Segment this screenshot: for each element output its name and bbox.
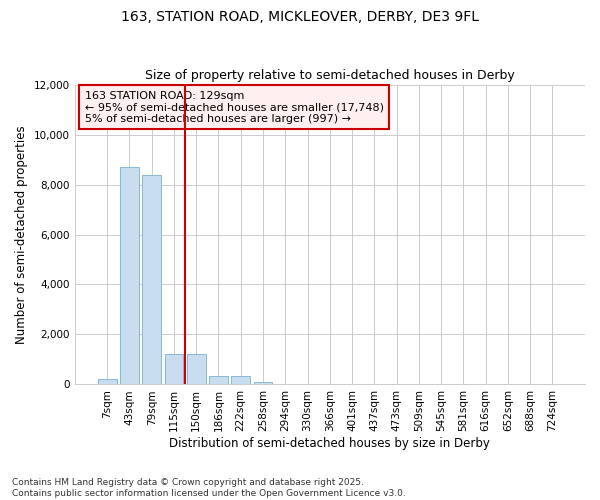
Text: 163, STATION ROAD, MICKLEOVER, DERBY, DE3 9FL: 163, STATION ROAD, MICKLEOVER, DERBY, DE…: [121, 10, 479, 24]
Bar: [142, 174, 161, 384]
Text: Contains HM Land Registry data © Crown copyright and database right 2025.
Contai: Contains HM Land Registry data © Crown c…: [12, 478, 406, 498]
Bar: [231, 376, 250, 384]
Bar: [98, 380, 116, 384]
X-axis label: Distribution of semi-detached houses by size in Derby: Distribution of semi-detached houses by …: [169, 437, 490, 450]
Bar: [120, 167, 139, 384]
Bar: [254, 382, 272, 384]
Y-axis label: Number of semi-detached properties: Number of semi-detached properties: [15, 125, 28, 344]
Bar: [187, 354, 206, 384]
Bar: [209, 376, 228, 384]
Text: 163 STATION ROAD: 129sqm
← 95% of semi-detached houses are smaller (17,748)
5% o: 163 STATION ROAD: 129sqm ← 95% of semi-d…: [85, 90, 384, 124]
Title: Size of property relative to semi-detached houses in Derby: Size of property relative to semi-detach…: [145, 69, 515, 82]
Bar: [164, 354, 184, 384]
